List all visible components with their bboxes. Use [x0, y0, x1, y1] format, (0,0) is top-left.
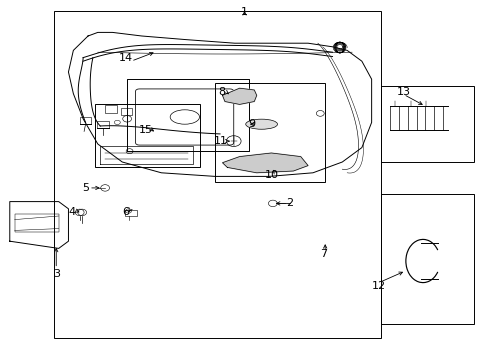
Text: 12: 12	[371, 281, 385, 291]
Bar	[381, 194, 473, 324]
Polygon shape	[222, 153, 307, 173]
Bar	[95, 104, 200, 167]
Text: 5: 5	[82, 183, 89, 193]
Text: 6: 6	[122, 207, 129, 217]
Bar	[124, 210, 137, 216]
Text: 7: 7	[320, 249, 326, 259]
Bar	[15, 214, 59, 232]
Text: 3: 3	[53, 269, 60, 279]
Text: 1: 1	[241, 6, 247, 17]
Bar	[381, 86, 473, 162]
Text: 15: 15	[139, 125, 152, 135]
Text: 13: 13	[396, 87, 409, 97]
Text: 8: 8	[218, 87, 224, 97]
Text: 11: 11	[214, 136, 227, 146]
Bar	[121, 108, 132, 115]
Polygon shape	[222, 88, 256, 104]
Bar	[54, 11, 381, 338]
Text: 2: 2	[285, 198, 292, 208]
Text: 4: 4	[69, 207, 76, 217]
Text: 14: 14	[119, 53, 133, 63]
Text: 10: 10	[264, 170, 278, 180]
Text: 9: 9	[248, 119, 255, 129]
Ellipse shape	[245, 119, 277, 129]
Bar	[215, 83, 325, 182]
Bar	[105, 105, 117, 113]
